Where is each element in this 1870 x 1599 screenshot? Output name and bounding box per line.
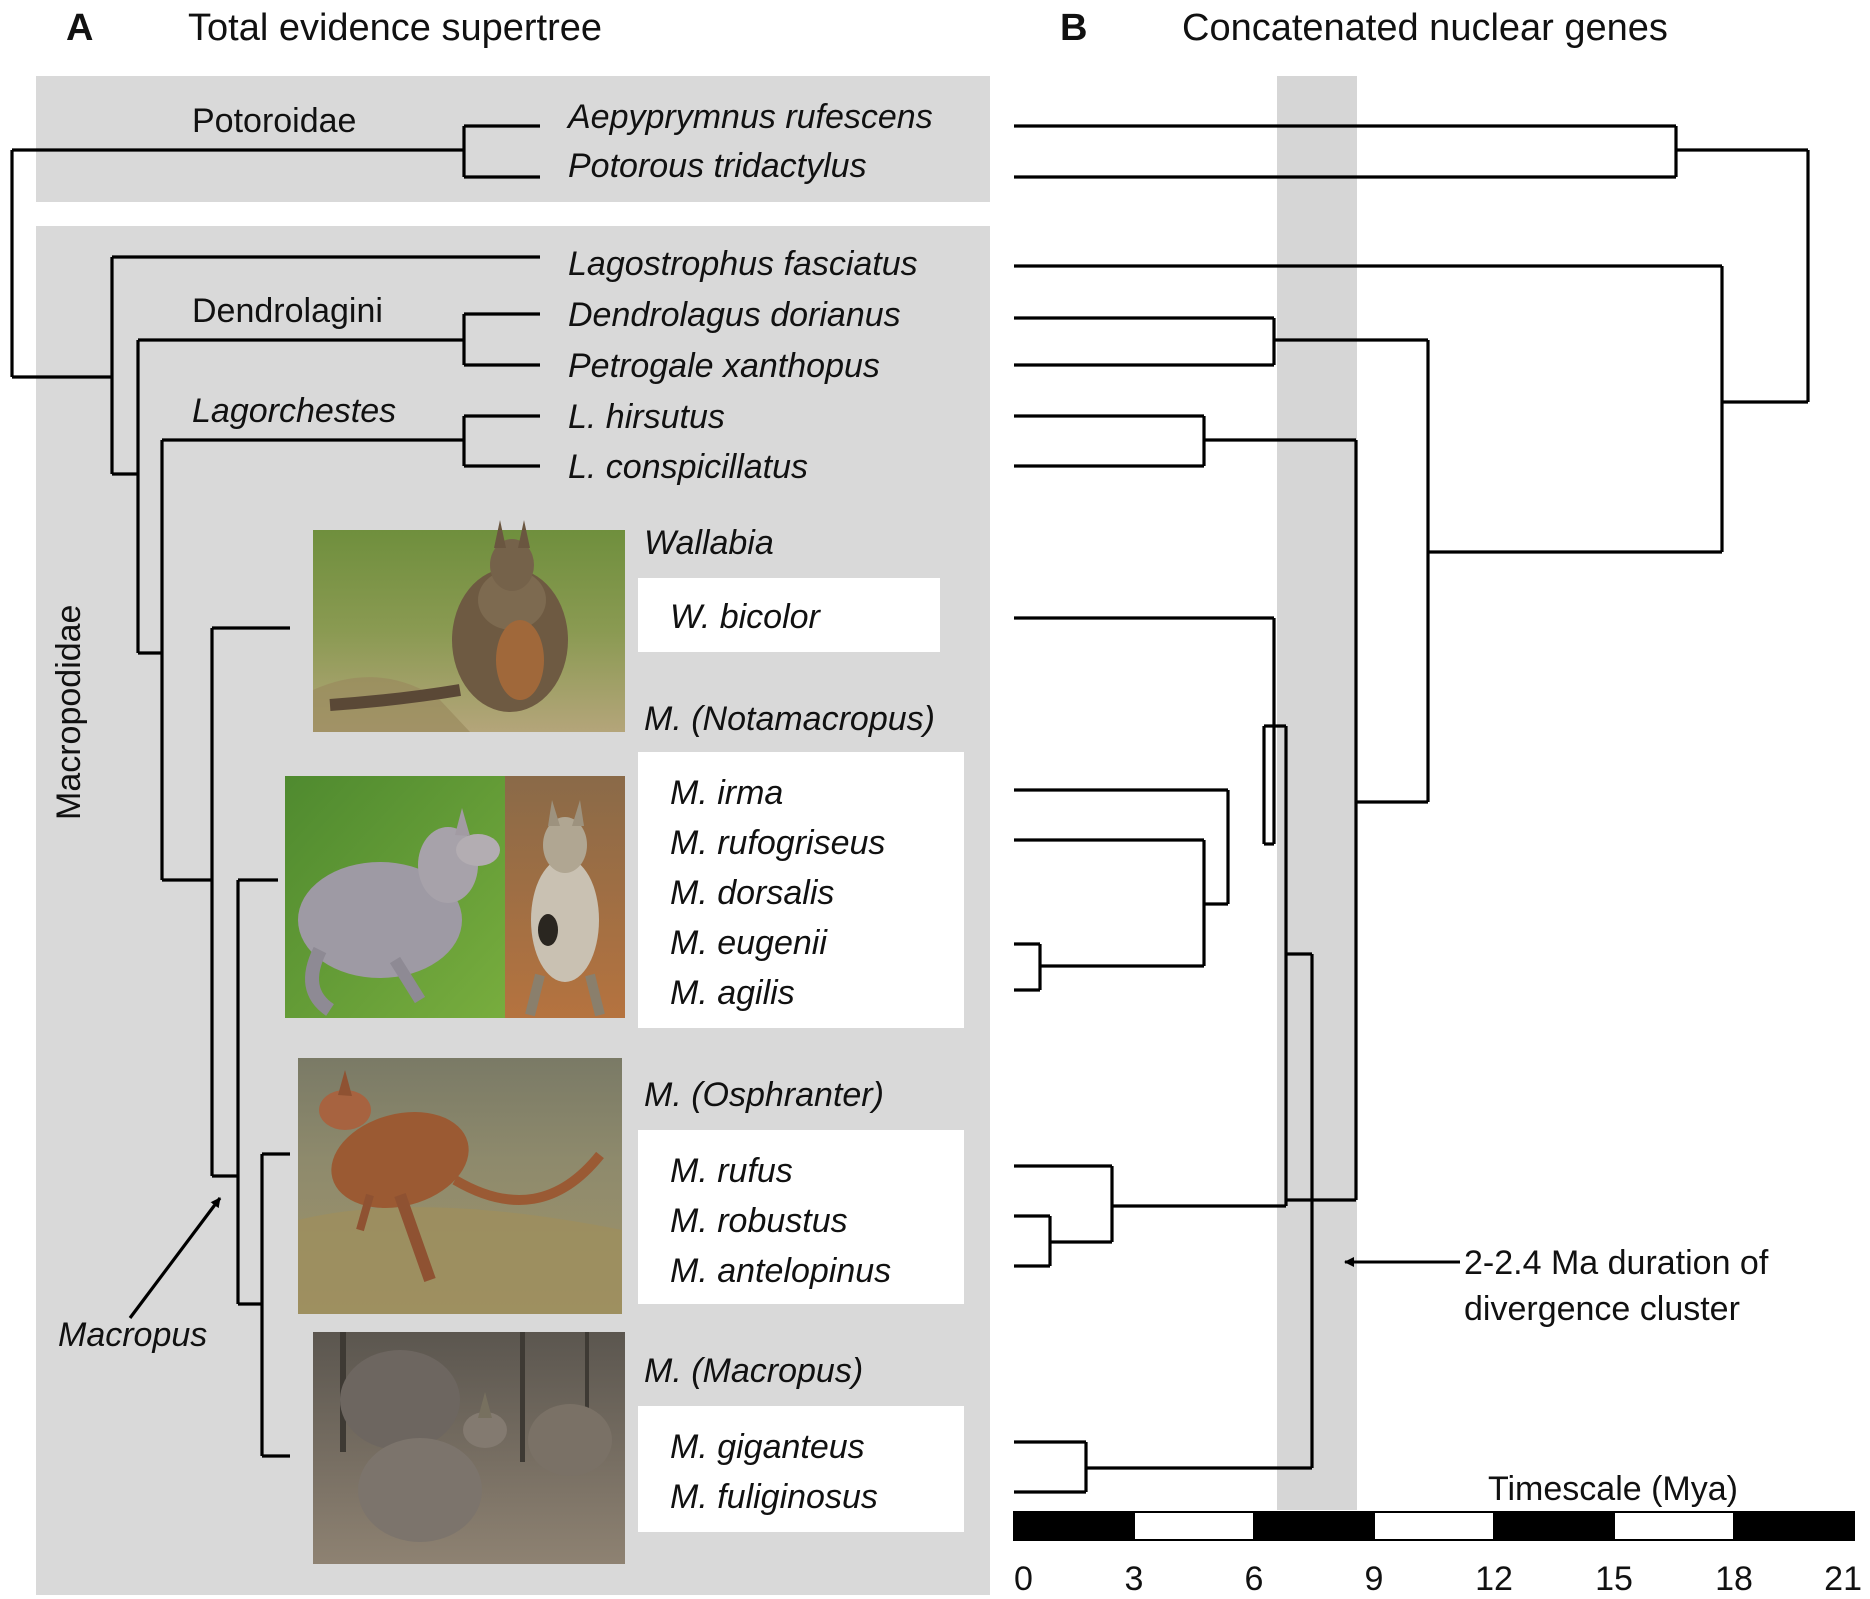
species-m-rufogriseus: M. rufogriseus — [670, 824, 885, 862]
timescale-tick-label: 18 — [1715, 1560, 1753, 1598]
annotation-line-1: 2-2.4 Ma duration of — [1464, 1244, 1769, 1282]
timescale-tick-label: 12 — [1475, 1560, 1513, 1598]
timescale-segment — [1733, 1511, 1855, 1541]
species-m-giganteus: M. giganteus — [670, 1428, 865, 1466]
potoroidae-background — [36, 76, 990, 202]
group-title-notamacropus: M. (Notamacropus) — [644, 700, 935, 738]
panel-b-letter: B — [1060, 7, 1087, 49]
panel-b-title: Concatenated nuclear genes — [1182, 7, 1668, 49]
taxon-l-hirsutus: L. hirsutus — [568, 398, 725, 436]
taxon-aepyprymnus: Aepyprymnus rufescens — [566, 98, 933, 136]
group-title-macropus: M. (Macropus) — [644, 1352, 863, 1390]
tree-b — [1014, 124, 1810, 1494]
timescale-segment — [1373, 1511, 1495, 1541]
annotation-line-2: divergence cluster — [1464, 1290, 1740, 1328]
group-title-osphranter: M. (Osphranter) — [644, 1076, 884, 1114]
group-title-wallabia: Wallabia — [644, 524, 774, 562]
timescale-segment — [1493, 1511, 1615, 1541]
wallabia-species-box — [638, 578, 940, 652]
divergence-band — [1277, 76, 1357, 1510]
panel-b: B Concatenated nuclear genes 2-2.4 Ma du… — [1013, 7, 1862, 1598]
timescale-tick-label: 9 — [1365, 1560, 1384, 1598]
timescale-segment — [1613, 1511, 1735, 1541]
taxon-dendrolagus: Dendrolagus dorianus — [568, 296, 901, 334]
taxon-l-conspicillatus: L. conspicillatus — [568, 448, 808, 486]
species-m-fuliginosus: M. fuliginosus — [670, 1478, 878, 1516]
macropus-species-box — [638, 1406, 964, 1532]
species-w-bicolor: W. bicolor — [670, 598, 822, 636]
osphranter-species-box — [638, 1130, 964, 1304]
macropus-genus-label: Macropus — [58, 1316, 207, 1354]
photo-wallabia — [313, 520, 625, 732]
timescale-bar: 0 3 6 9 12 15 18 21 — [1013, 1511, 1862, 1598]
taxon-lagostrophus: Lagostrophus fasciatus — [568, 245, 918, 283]
photo-macropus — [313, 1332, 625, 1564]
lagorchestes-label: Lagorchestes — [192, 392, 396, 430]
photo-notamacropus-1 — [285, 776, 507, 1018]
taxon-petrogale: Petrogale xanthopus — [568, 347, 880, 385]
timescale-tick-label: 3 — [1125, 1560, 1144, 1598]
species-m-antelopinus: M. antelopinus — [670, 1252, 891, 1290]
potoroidae-label: Potoroidae — [192, 102, 356, 140]
macropodidae-label: Macropodidae — [50, 605, 88, 820]
timescale-tick-label: 6 — [1245, 1560, 1264, 1598]
panel-a: A Total evidence supertree Potoroidae De… — [10, 7, 990, 1595]
taxon-potorous: Potorous tridactylus — [568, 147, 867, 185]
timescale-tick-label: 21 — [1824, 1560, 1862, 1598]
species-m-rufus: M. rufus — [670, 1152, 793, 1190]
timescale-segment — [1253, 1511, 1375, 1541]
panel-a-letter: A — [66, 7, 93, 49]
notamacropus-species-box — [638, 752, 964, 1028]
timescale-tick-label: 0 — [1014, 1560, 1033, 1598]
photo-notamacropus-2 — [505, 776, 625, 1018]
photo-osphranter — [298, 1058, 622, 1314]
timescale-tick-label: 15 — [1595, 1560, 1633, 1598]
species-m-irma: M. irma — [670, 774, 783, 812]
timescale-segment — [1133, 1511, 1255, 1541]
dendrolagini-label: Dendrolagini — [192, 292, 383, 330]
timescale-segment — [1013, 1511, 1135, 1541]
species-m-agilis: M. agilis — [670, 974, 795, 1012]
timescale-label: Timescale (Mya) — [1488, 1470, 1738, 1508]
species-m-eugenii: M. eugenii — [670, 924, 828, 962]
panel-a-title: Total evidence supertree — [188, 7, 602, 49]
species-m-dorsalis: M. dorsalis — [670, 874, 834, 912]
tree-a — [10, 124, 540, 1458]
species-m-robustus: M. robustus — [670, 1202, 848, 1240]
